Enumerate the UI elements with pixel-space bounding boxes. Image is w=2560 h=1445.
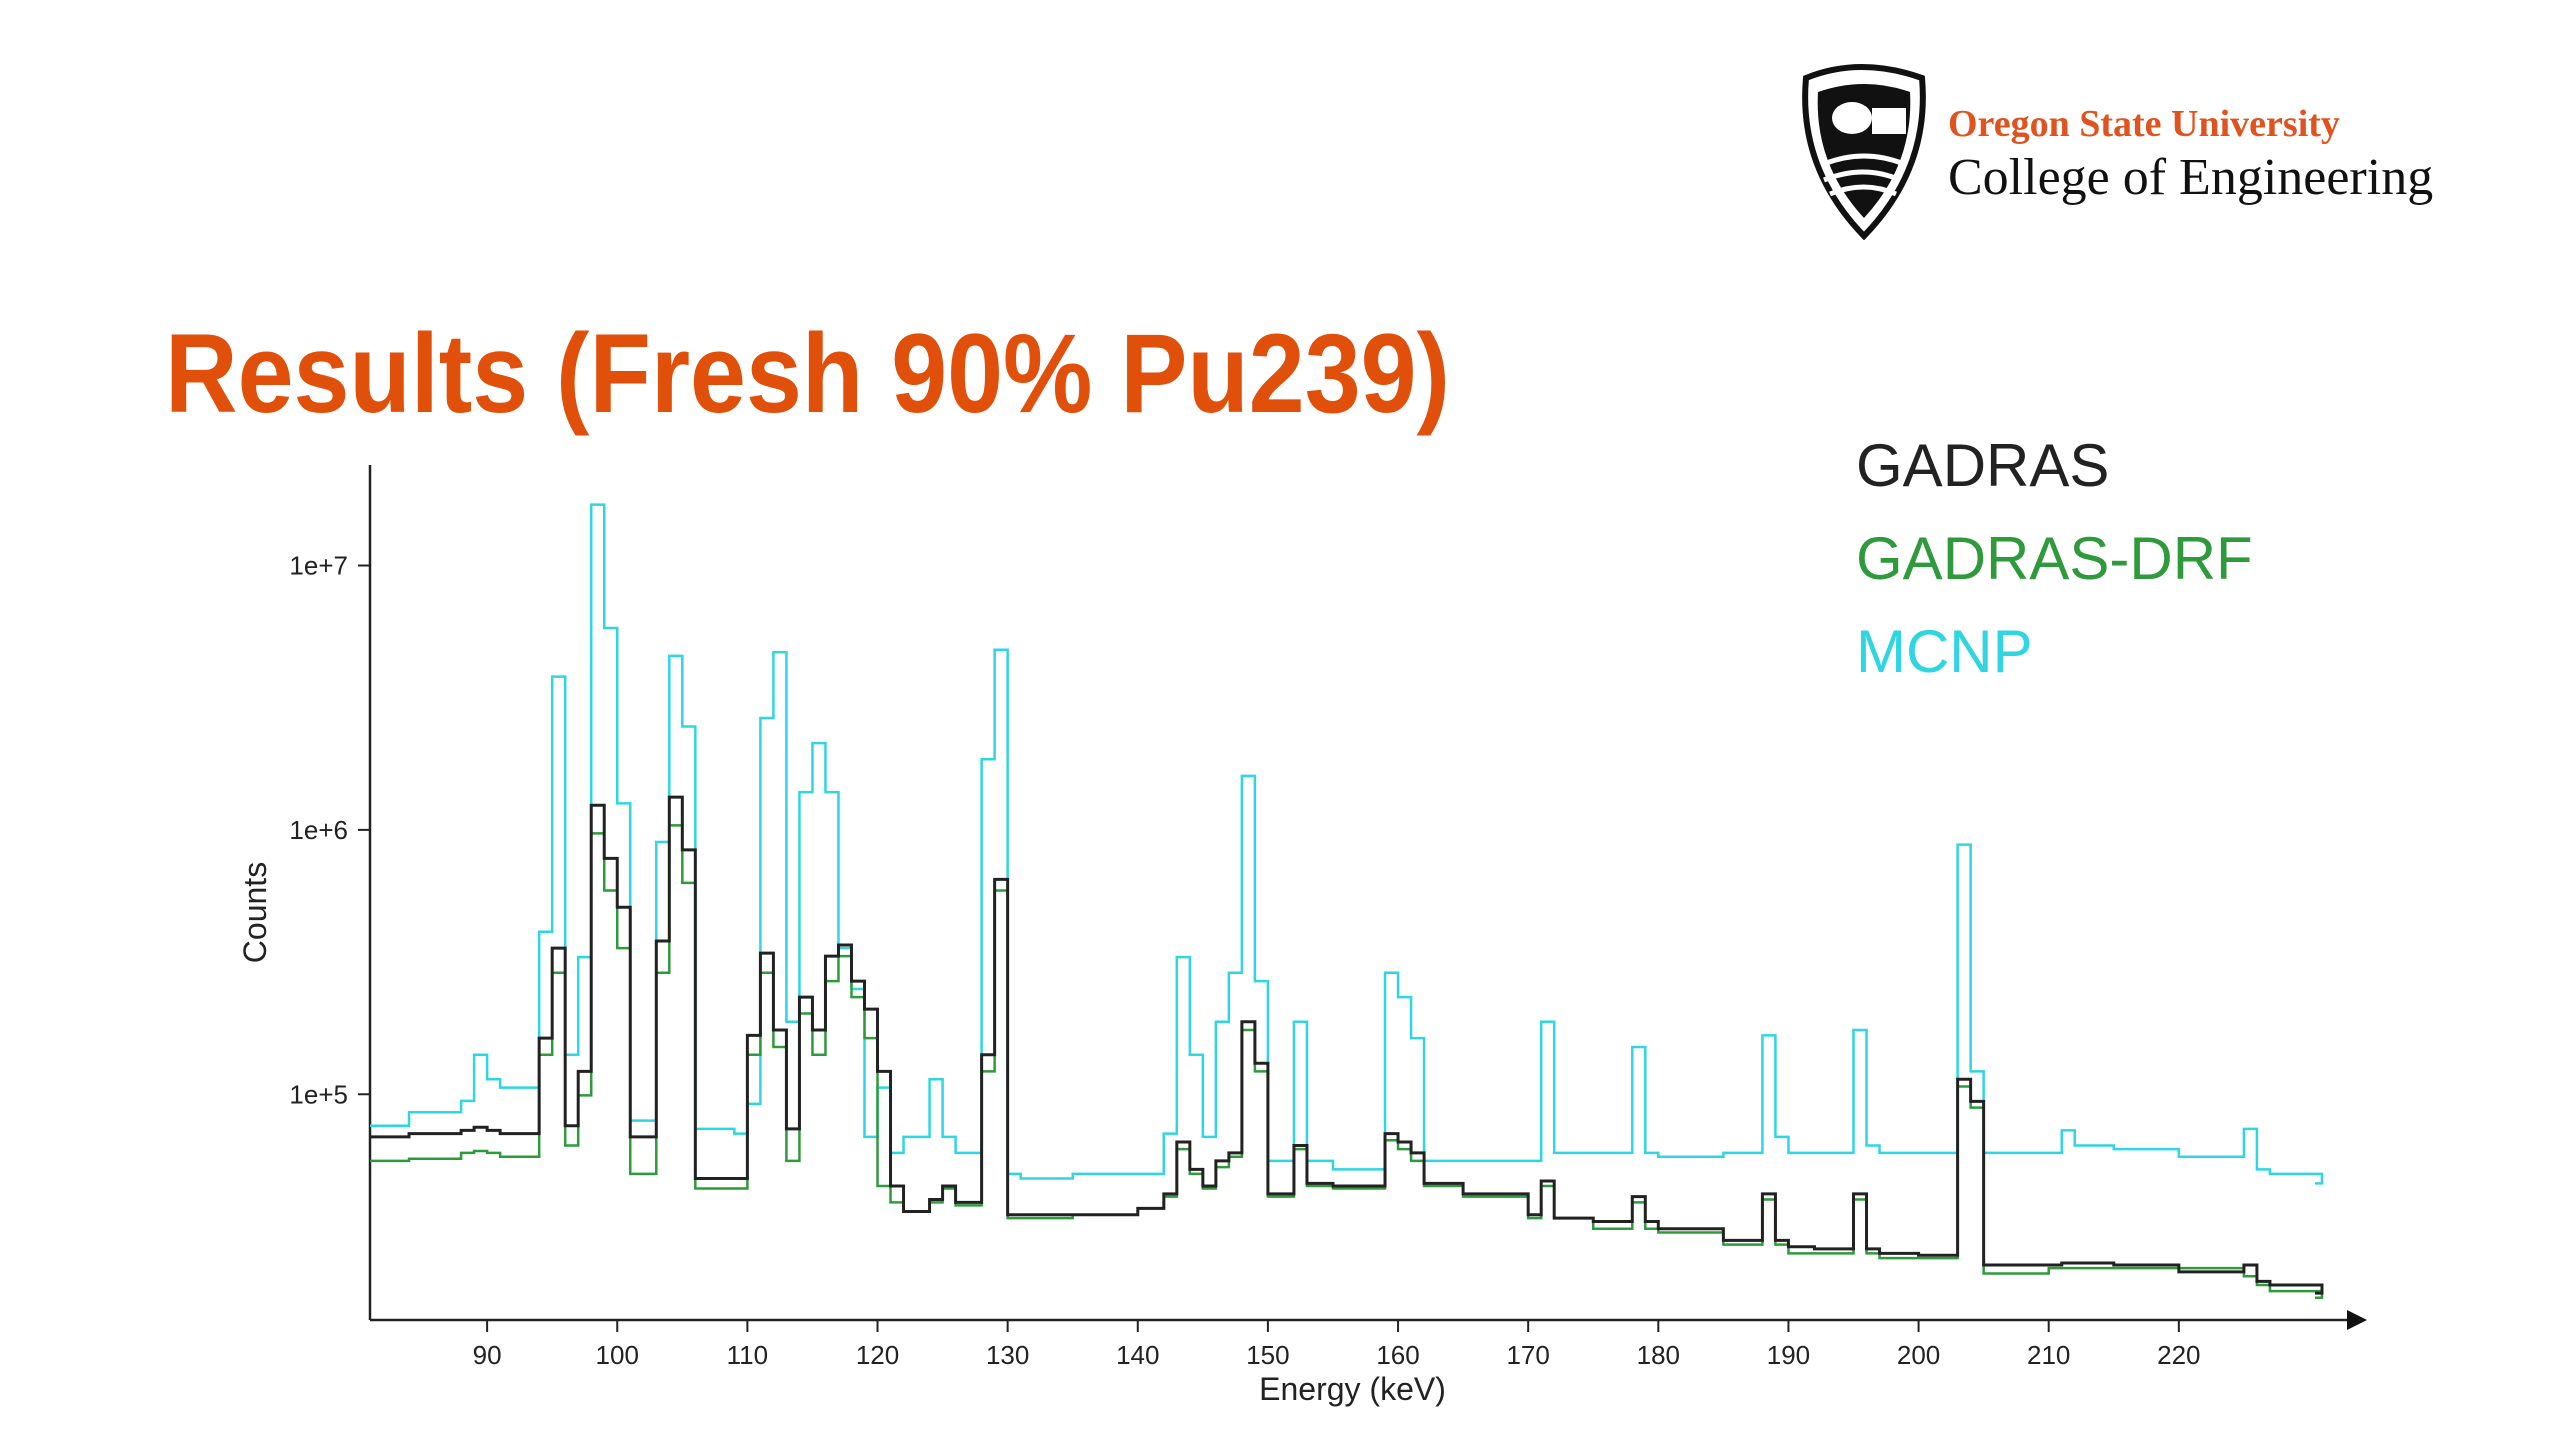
- x-tick-label: 100: [596, 1340, 639, 1370]
- x-tick-label: 110: [727, 1340, 768, 1370]
- y-tick-label: 1e+6: [289, 815, 348, 845]
- slide-title: Results (Fresh 90% Pu239): [165, 311, 1450, 436]
- x-tick-label: 150: [1246, 1340, 1289, 1370]
- x-tick-label: 130: [986, 1340, 1029, 1370]
- x-tick-label: 220: [2157, 1340, 2200, 1370]
- y-axis-label: Counts: [237, 862, 273, 963]
- x-tick-label: 120: [856, 1340, 899, 1370]
- series-line: [370, 795, 2324, 1295]
- x-axis-label: Energy (keV): [1259, 1371, 1446, 1407]
- x-tick-label: 210: [2027, 1340, 2070, 1370]
- chart: 1e+5 1e+6 1e+7 90 100 110 120 130 140 150 160 170 18…: [237, 432, 2367, 1407]
- legend-entry: GADRAS: [1856, 432, 2109, 499]
- y-tick-label: 1e+7: [289, 551, 348, 581]
- series-line: [370, 503, 2324, 1185]
- x-axis-arrow: [2347, 1310, 2367, 1330]
- x-tick-label: 160: [1376, 1340, 1419, 1370]
- x-tick-label: 180: [1637, 1340, 1680, 1370]
- university-name: Oregon State University: [1948, 103, 2340, 145]
- legend-entry: GADRAS-DRF: [1856, 525, 2253, 592]
- x-tick-label: 190: [1767, 1340, 1810, 1370]
- x-tick-label: 200: [1897, 1340, 1940, 1370]
- x-tick-label: 140: [1116, 1340, 1159, 1370]
- y-tick-label: 1e+5: [289, 1079, 348, 1109]
- logo-shield: [1802, 64, 1926, 241]
- x-tick-label: 90: [473, 1340, 502, 1370]
- x-tick-label: 170: [1506, 1340, 1549, 1370]
- legend-entry: MCNP: [1856, 618, 2033, 685]
- college-name: College of Engineering: [1948, 149, 2433, 206]
- series-line: [370, 824, 2324, 1299]
